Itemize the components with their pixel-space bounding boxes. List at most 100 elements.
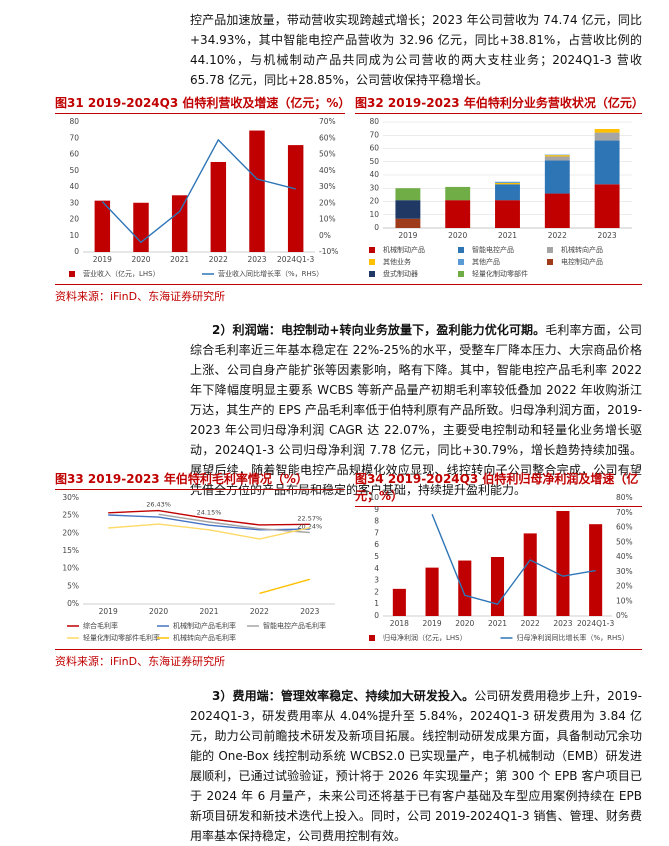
- paragraph-body: 控产品加速放量，带动营收实现跨越式增长；2023 年公司营收为 74.74 亿元…: [190, 13, 642, 87]
- y-tick-label: 0%: [67, 599, 79, 608]
- paragraph: 3）费用端：管理效率稳定、持续加大研发投入。公司研发费用稳步上升，2019-20…: [190, 686, 642, 846]
- paragraph-lead: 2）利润端：电控制动+转向业务放量下，盈利能力优化可期。: [212, 323, 546, 337]
- y-tick-label: 20%: [616, 582, 633, 591]
- bar: [495, 184, 520, 201]
- y-tick-label: 4: [374, 564, 379, 573]
- figure-title: 图33 2019-2023 年伯特利毛利率情况（%）: [55, 470, 345, 490]
- y-tick-label: 20%: [62, 528, 79, 537]
- x-tick-label: 2019: [99, 607, 118, 616]
- bar: [594, 140, 620, 185]
- y-tick-label: 6: [374, 540, 379, 549]
- x-tick-label: 2022: [209, 255, 228, 264]
- bar: [544, 160, 570, 194]
- y-tick-label: 25%: [62, 511, 79, 520]
- y-tick-label: 10%: [616, 596, 633, 605]
- x-tick-label: 2023: [598, 231, 617, 240]
- x-tick-label: 2020: [131, 255, 150, 264]
- bar: [249, 130, 265, 252]
- legend-swatch: [458, 259, 464, 265]
- y-tick-label: 10: [369, 493, 379, 502]
- bar: [544, 193, 570, 228]
- y-tick-label: 20: [69, 215, 79, 224]
- y-tick-label: 40: [69, 182, 79, 191]
- source: 资料来源：iFinD、东海证券研究所: [55, 284, 642, 304]
- x-tick-label: 2018: [390, 619, 409, 628]
- y-tick-label: 20: [369, 197, 379, 206]
- x-tick-label: 2021: [498, 231, 517, 240]
- legend-label: 盘式制动器: [383, 269, 418, 278]
- y-tick-label: 80: [369, 117, 379, 126]
- paragraph-lead: 3）费用端：管理效率稳定、持续加大研发投入。: [212, 689, 475, 703]
- legend-label: 机械转向产品毛利率: [173, 633, 236, 642]
- x-tick-label: 2021: [488, 619, 507, 628]
- bar: [544, 155, 570, 157]
- bar: [210, 161, 227, 252]
- x-tick-label: 2023: [300, 607, 319, 616]
- y-tick-label: 70: [69, 133, 79, 142]
- y-tick-label: -10%: [319, 247, 338, 256]
- line: [108, 523, 310, 540]
- y-tick-label: 10: [369, 210, 379, 219]
- x-tick-label: 2022: [548, 231, 567, 240]
- y-tick-label: 10: [69, 231, 79, 240]
- y-tick-label: 0: [374, 223, 379, 232]
- legend-swatch: [458, 247, 464, 253]
- bar: [594, 129, 620, 133]
- y-tick-label: 30%: [319, 182, 336, 191]
- bar: [392, 588, 406, 616]
- legend-label: 综合毛利率: [83, 621, 118, 630]
- source: 资料来源：iFinD、东海证券研究所: [55, 649, 642, 669]
- x-tick-label: 2022: [521, 619, 540, 628]
- y-tick-label: 0: [374, 611, 379, 620]
- bar: [425, 567, 439, 616]
- line: [431, 513, 596, 606]
- y-tick-label: 50: [69, 166, 79, 175]
- legend-swatch: [458, 271, 464, 277]
- x-tick-label: 2019: [398, 231, 417, 240]
- x-tick-label: 2024Q1-3: [277, 255, 314, 264]
- y-tick-label: 3: [374, 576, 379, 585]
- bar: [133, 202, 149, 252]
- legend-label: 归母净利润同比增长率（%，RHS）: [517, 633, 629, 642]
- legend-label: 机械制动产品毛利率: [173, 621, 236, 630]
- legend-label: 其他产品: [472, 257, 500, 266]
- x-tick-label: 2021: [170, 255, 189, 264]
- bar: [490, 557, 505, 616]
- paragraph-body: 毛利率方面，公司综合毛利率近三年基本稳定在 22%-25%的水平，受整车厂降本压…: [190, 323, 642, 497]
- legend-label: 归母净利润（亿元，LHS）: [383, 633, 467, 642]
- page: 控产品加速放量，带动营收实现跨越式增长；2023 年公司营收为 74.74 亿元…: [55, 13, 644, 843]
- y-tick-label: 80%: [616, 493, 633, 502]
- y-tick-label: 30: [69, 198, 79, 207]
- legend-label: 智能电控产品: [472, 245, 514, 254]
- y-tick-label: 60: [369, 144, 379, 153]
- y-tick-label: 7: [374, 528, 379, 537]
- line: [101, 138, 296, 244]
- y-tick-label: 60%: [616, 523, 633, 532]
- legend-swatch: [369, 271, 375, 277]
- bar: [458, 560, 472, 616]
- y-tick-label: 10%: [62, 564, 79, 573]
- legend-label: 轻量化制动零部件毛利率: [83, 633, 160, 642]
- bar: [594, 184, 620, 228]
- y-tick-label: 40%: [319, 166, 336, 175]
- bar: [445, 200, 471, 228]
- legend-label: 轻量化制动零部件: [472, 269, 528, 278]
- legend-label: 机械制动产品: [383, 245, 425, 254]
- y-tick-label: 40%: [616, 552, 633, 561]
- y-tick-label: 9: [374, 505, 379, 514]
- y-tick-label: 0: [74, 247, 79, 256]
- value-label: 24.15%: [197, 509, 222, 517]
- legend-swatch: [369, 259, 375, 265]
- y-tick-label: 70%: [616, 508, 633, 517]
- x-tick-label: 2020: [149, 607, 168, 616]
- y-tick-label: 60%: [319, 133, 336, 142]
- x-tick-label: 2021: [199, 607, 218, 616]
- x-tick-label: 2019: [93, 255, 112, 264]
- value-label: 22.57%: [297, 514, 322, 522]
- legend-label: 营业收入（亿元，LHS）: [83, 269, 160, 278]
- line: [259, 578, 310, 595]
- paragraph-body: 公司研发费用稳步上升，2019-2024Q1-3，研发费用率从 4.04%提升至…: [190, 689, 642, 843]
- bar: [94, 200, 111, 252]
- bar: [395, 218, 421, 228]
- y-tick-label: 0%: [616, 611, 628, 620]
